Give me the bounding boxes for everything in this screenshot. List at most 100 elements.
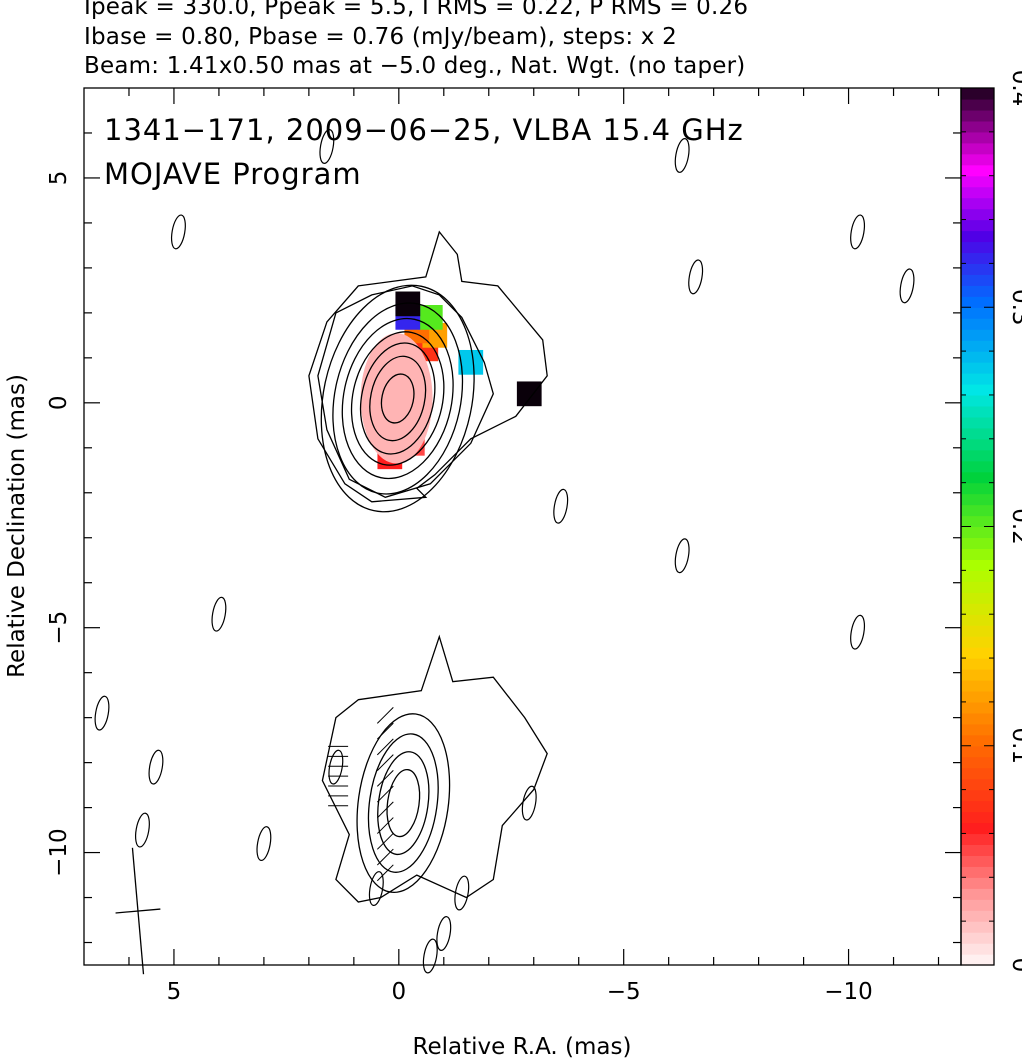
colorbar-band	[961, 833, 994, 846]
y-tick-label: −10	[46, 828, 72, 877]
colorbar-band	[961, 493, 994, 506]
intensity-contour	[308, 230, 548, 503]
colorbar-band	[961, 592, 994, 604]
noise-contour	[553, 488, 569, 524]
colorbar-band	[961, 636, 994, 648]
colorbar-band	[961, 877, 994, 889]
y-tick-label: 5	[46, 171, 72, 186]
noise-contour	[899, 268, 915, 304]
colorbar-band	[961, 186, 994, 199]
noise-contour	[454, 875, 470, 911]
colorbar-band	[961, 318, 994, 330]
colorbar-band	[961, 603, 994, 615]
colorbar-band	[961, 669, 994, 681]
negative-hatch	[376, 801, 394, 819]
colorbar-tick-label: 0.1	[1007, 727, 1022, 764]
colorbar-band	[961, 581, 994, 593]
polarization-core	[360, 333, 433, 464]
colorbar-band	[961, 175, 994, 188]
colorbar-band	[961, 427, 994, 440]
colorbar-band	[961, 647, 994, 659]
beam-minor-axis	[115, 908, 161, 914]
colorbar-band	[961, 614, 994, 626]
noise-contour	[422, 938, 438, 974]
colorbar-band	[961, 120, 994, 133]
noise-contour	[319, 129, 335, 164]
colorbar-band	[961, 373, 994, 385]
colorbar-band	[961, 285, 994, 297]
header-line-3: Beam: 1.41x0.50 mas at −5.0 deg., Nat. W…	[84, 53, 746, 79]
negative-hatch	[376, 832, 394, 850]
colorbar-band	[961, 296, 994, 308]
colorbar-band	[961, 394, 994, 407]
header-line-1: Ipeak = 330.0, Ppeak = 5.5, I RMS = 0.22…	[84, 0, 749, 20]
colorbar-band	[961, 800, 994, 813]
colorbar-band	[961, 943, 994, 955]
colorbar-band	[961, 756, 994, 769]
colorbar-band	[961, 789, 994, 802]
colorbar-band	[961, 219, 994, 232]
colorbar-band	[961, 888, 994, 900]
colorbar-band	[961, 131, 994, 144]
negative-hatch	[376, 817, 394, 834]
colorbar-band	[961, 274, 994, 286]
colorbar-band	[961, 351, 994, 363]
colorbar-band	[961, 548, 994, 560]
colorbar-band	[961, 460, 994, 473]
noise-contour	[256, 826, 272, 862]
negative-hatch	[376, 722, 394, 740]
colorbar-band	[961, 701, 994, 714]
colorbar-band	[961, 625, 994, 637]
intensity-contour	[320, 284, 475, 513]
colorbar-band	[961, 230, 994, 243]
noise-contour	[170, 214, 186, 250]
intensity-contour	[350, 331, 445, 466]
colorbar-band	[961, 690, 994, 703]
colorbar-band	[961, 142, 994, 155]
intensity-contour	[359, 342, 436, 455]
southern-contour	[377, 751, 430, 856]
colorbar-band	[961, 910, 994, 922]
colorbar-band	[961, 822, 994, 835]
colorbar-tick-label: 0.3	[1007, 289, 1022, 326]
plot-area	[94, 129, 915, 975]
colorbar-band	[961, 438, 994, 451]
colorbar-band	[961, 482, 994, 495]
colorbar-tick-label: 0.2	[1007, 508, 1022, 545]
y-axis-title: Relative Declination (mas)	[4, 374, 30, 678]
noise-contour	[368, 871, 384, 907]
colorbar-band	[961, 712, 994, 725]
negative-hatch	[376, 707, 394, 724]
colorbar-band	[961, 811, 994, 824]
noise-contour	[436, 916, 452, 951]
colorbar-band	[961, 307, 994, 319]
colorbar-band	[961, 570, 994, 582]
colorbar-band	[961, 208, 994, 221]
colorbar: 0 0.1 0.2 0.3 0.4	[960, 70, 1022, 973]
colorbar-band	[961, 98, 994, 111]
x-tick-label: −10	[824, 979, 873, 1005]
header-line-2: Ibase = 0.80, Pbase = 0.76 (mJy/beam), s…	[84, 24, 677, 50]
southern-contour	[321, 634, 548, 903]
colorbar-band	[961, 844, 994, 856]
colorbar-band	[961, 899, 994, 911]
colorbar-band	[961, 109, 994, 122]
colorbar-band	[961, 383, 994, 396]
contour-layer	[308, 230, 548, 903]
negative-hatch	[376, 848, 394, 866]
southern-contour	[356, 713, 451, 894]
axis-ticks: 5 0 −5 −10 5 0 −5 −10	[46, 88, 961, 1005]
x-axis-title: Relative R.A. (mas)	[413, 1034, 632, 1060]
noise-contour	[134, 812, 150, 848]
noise-contour	[148, 749, 164, 785]
colorbar-band	[961, 471, 994, 484]
colorbar-band	[961, 504, 994, 517]
negative-hatch	[376, 785, 394, 803]
beam-cross	[115, 847, 161, 975]
colorbar-band	[961, 778, 994, 791]
colorbar-tick-label: 0	[1007, 958, 1022, 973]
colorbar-band	[961, 745, 994, 758]
x-tick-label: 5	[167, 979, 182, 1005]
intensity-contour	[369, 355, 427, 442]
